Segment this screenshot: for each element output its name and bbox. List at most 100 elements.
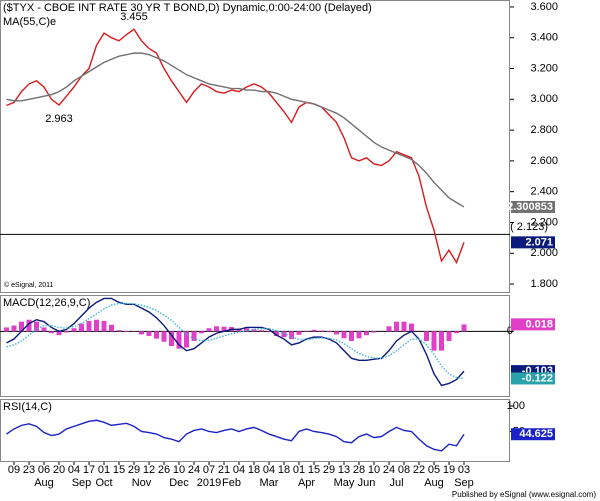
month-label: 2019 bbox=[197, 477, 221, 489]
y-tick-label: 2.400 bbox=[530, 186, 558, 198]
histogram-bar bbox=[311, 329, 317, 332]
month-label: Nov bbox=[132, 477, 152, 489]
x-tick-label: 05 bbox=[428, 464, 440, 476]
last-value-label: 2.300853 bbox=[507, 201, 553, 213]
histogram-bar bbox=[259, 330, 264, 332]
x-tick-label: 26 bbox=[158, 464, 170, 476]
x-tick-label: 24 bbox=[188, 464, 200, 476]
x-tick-label: 09 bbox=[8, 464, 20, 476]
last-value-box bbox=[511, 372, 555, 385]
y-tick-label: 3.200 bbox=[530, 62, 558, 74]
histogram-bar bbox=[11, 325, 17, 332]
histogram-bar bbox=[71, 328, 77, 332]
price-annotation: 2.963 bbox=[45, 113, 73, 125]
y-tick-label: 3.000 bbox=[530, 93, 558, 105]
histogram-bar bbox=[199, 331, 204, 334]
histogram-bar bbox=[341, 331, 347, 339]
credit: © eSignal, 2011 bbox=[4, 281, 54, 289]
histogram-bar bbox=[124, 331, 129, 333]
x-tick-label: 10 bbox=[173, 464, 185, 476]
x-tick-label: 21 bbox=[218, 464, 230, 476]
x-tick-label: 03 bbox=[458, 464, 470, 476]
y-tick-label: 2.600 bbox=[530, 155, 558, 167]
last-value-box bbox=[511, 200, 555, 213]
x-tick-label: 22 bbox=[413, 464, 425, 476]
histogram-bar bbox=[461, 324, 467, 332]
histogram-bar bbox=[401, 321, 407, 332]
y-tick-label: 3.600 bbox=[530, 1, 558, 13]
x-tick-label: 28 bbox=[353, 464, 365, 476]
last-value-label: -0.122 bbox=[522, 372, 553, 384]
histogram-bar bbox=[64, 331, 69, 333]
y-tick-label: 3.400 bbox=[530, 32, 558, 44]
x-tick-label: 29 bbox=[323, 464, 335, 476]
y-tick-label: 2.200 bbox=[530, 216, 558, 228]
histogram-bar bbox=[49, 331, 54, 334]
x-tick-label: 29 bbox=[128, 464, 140, 476]
histogram-bar bbox=[439, 331, 444, 351]
x-tick-label: 01 bbox=[98, 464, 110, 476]
last-value-label: 2.071 bbox=[525, 236, 553, 248]
series-line bbox=[6, 297, 465, 387]
y-tick-label: 1.800 bbox=[530, 278, 558, 290]
month-label: Aug bbox=[424, 477, 444, 489]
month-label: Oct bbox=[95, 477, 112, 489]
last-value-box bbox=[511, 428, 555, 441]
panel-title: MACD(12,26,9,C) bbox=[3, 297, 90, 309]
histogram-bar bbox=[4, 327, 9, 332]
reference-label: ( 2.123) bbox=[510, 221, 548, 233]
histogram-bar bbox=[86, 320, 92, 332]
histogram-bar bbox=[19, 321, 24, 332]
x-tick-label: 18 bbox=[248, 464, 260, 476]
histogram-bar bbox=[244, 328, 249, 332]
x-tick-label: 08 bbox=[398, 464, 410, 476]
histogram-bar bbox=[266, 331, 272, 333]
histogram-bar bbox=[41, 327, 47, 332]
histogram-bar bbox=[169, 331, 174, 346]
histogram-bar bbox=[326, 331, 332, 333]
histogram-bar bbox=[364, 331, 369, 336]
histogram-bar bbox=[26, 319, 32, 332]
histogram-bar bbox=[139, 331, 144, 335]
x-tick-label: 01 bbox=[293, 464, 305, 476]
month-label: Sep bbox=[72, 477, 92, 489]
last-value-label: 44.625 bbox=[519, 428, 553, 440]
histogram-bar bbox=[154, 331, 159, 339]
month-label: Jun bbox=[358, 477, 376, 489]
histogram-bar bbox=[109, 324, 114, 332]
footer: Published by eSignal (www.esignal.com) bbox=[452, 490, 596, 499]
histogram-bar bbox=[34, 321, 39, 332]
series-line bbox=[6, 419, 465, 452]
month-label: Aug bbox=[34, 477, 54, 489]
month-label: May bbox=[334, 477, 355, 489]
histogram-bar bbox=[409, 323, 414, 332]
series-line bbox=[6, 52, 465, 208]
y-tick-label: 2.000 bbox=[530, 247, 558, 259]
x-tick-label: 10 bbox=[368, 464, 380, 476]
histogram-bar bbox=[214, 326, 219, 332]
histogram-bar bbox=[281, 331, 287, 338]
histogram-bar bbox=[116, 330, 122, 332]
histogram-bar bbox=[319, 330, 324, 332]
histogram-bar bbox=[251, 329, 257, 332]
histogram-bar bbox=[176, 331, 182, 349]
x-tick-label: 06 bbox=[38, 464, 50, 476]
x-tick-label: 04 bbox=[263, 464, 275, 476]
histogram-bar bbox=[424, 331, 429, 341]
panel-frame bbox=[0, 295, 510, 397]
panel-frame bbox=[0, 399, 510, 462]
x-tick-label: 04 bbox=[233, 464, 245, 476]
month-label: Dec bbox=[169, 477, 189, 489]
histogram-bar bbox=[161, 331, 167, 342]
histogram-bar bbox=[184, 331, 189, 348]
histogram-bar bbox=[289, 331, 294, 340]
x-tick-label: 19 bbox=[443, 464, 455, 476]
x-tick-label: 24 bbox=[383, 464, 395, 476]
histogram-bar bbox=[101, 320, 107, 332]
month-label: Sep bbox=[454, 477, 474, 489]
legend-entry: MA(55,C)e bbox=[3, 16, 56, 28]
histogram-bar bbox=[274, 331, 279, 336]
month-label: Apr bbox=[298, 477, 315, 489]
histogram-bar bbox=[446, 331, 452, 341]
